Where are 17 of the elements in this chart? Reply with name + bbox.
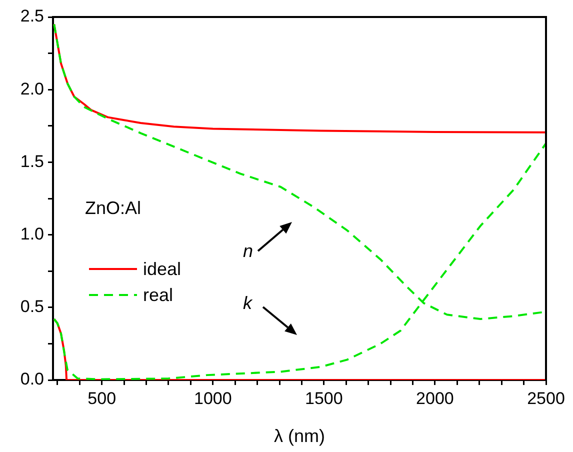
annotation: ZnO:Al [85,198,142,218]
y-tick-label: 0.5 [20,297,44,316]
y-tick-label: 1.0 [20,224,44,244]
legend-label: ideal [143,258,182,279]
x-tick-label: 500 [88,388,116,408]
x-tick-label: 2500 [527,388,565,408]
x-tick-label: 1000 [194,388,232,408]
y-tick-label: 0.0 [20,370,44,389]
x-tick-label: 2000 [416,388,454,408]
x-tick-label: 1500 [305,388,343,408]
y-tick-label: 1.5 [20,152,44,171]
legend-label: real [143,284,174,305]
annotation: k [243,293,253,313]
y-tick-label: 2.5 [20,6,44,26]
annotation: n [243,241,254,261]
x-axis-title: λ (nm) [274,426,325,446]
y-tick-label: 2.0 [20,79,44,98]
